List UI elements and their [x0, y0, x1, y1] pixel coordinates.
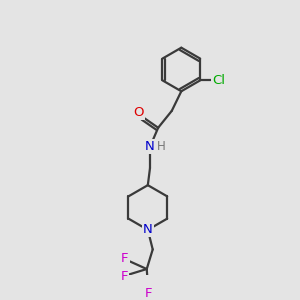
Text: N: N: [143, 223, 153, 236]
Text: Cl: Cl: [212, 74, 225, 87]
Text: F: F: [120, 270, 128, 283]
Text: F: F: [144, 287, 152, 300]
Text: N: N: [145, 140, 155, 153]
Text: H: H: [157, 140, 166, 153]
Text: O: O: [133, 106, 143, 119]
Text: F: F: [121, 252, 129, 265]
